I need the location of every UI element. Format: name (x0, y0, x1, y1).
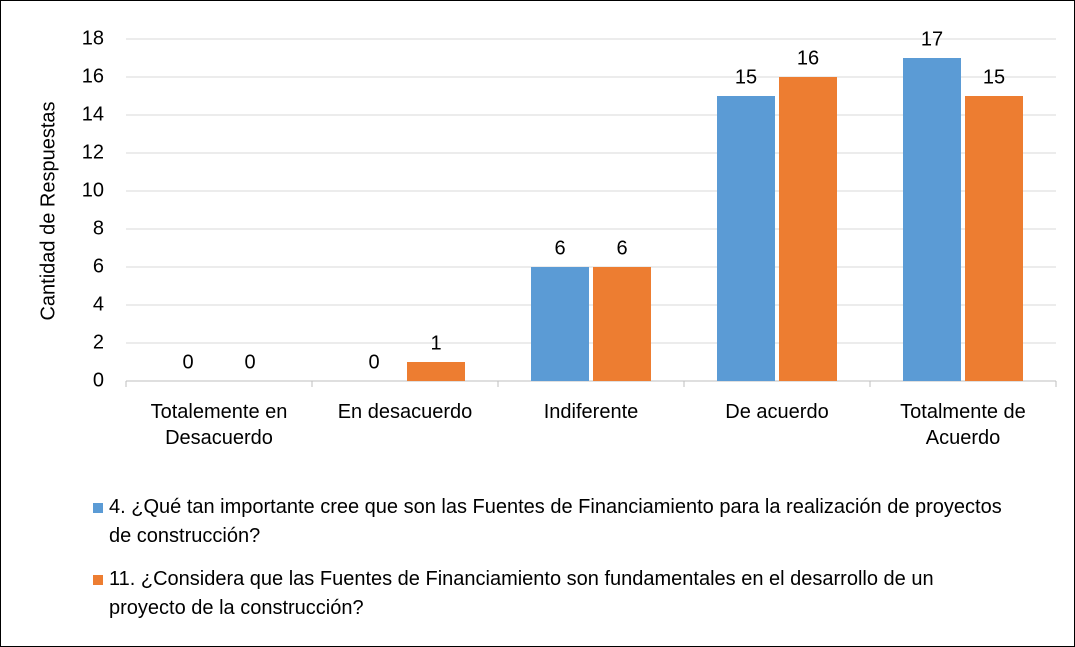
y-tick-label: 8 (93, 217, 104, 239)
x-tick-label: Indiferente (543, 401, 639, 423)
legend: 4. ¿Qué tan importante cree que son las … (89, 493, 1049, 637)
data-label: 17 (921, 28, 943, 50)
y-axis-title: Cantidad de Respuestas (37, 101, 59, 320)
data-label: 6 (554, 237, 565, 259)
bar (593, 267, 651, 381)
bar (407, 362, 465, 381)
bar (779, 77, 837, 381)
x-tick-label: Totalemente en Desacuerdo (150, 401, 288, 449)
bar (965, 96, 1023, 381)
legend-label: 11. ¿Considera que las Fuentes de Financ… (109, 568, 934, 619)
y-tick-label: 10 (82, 179, 104, 201)
data-label: 16 (797, 47, 819, 69)
legend-item: 4. ¿Qué tan importante cree que son las … (89, 493, 1049, 551)
x-tick-label: En desacuerdo (337, 401, 473, 423)
data-label: 6 (616, 237, 627, 259)
x-tick-label: De acuerdo (725, 401, 829, 423)
y-tick-label: 16 (82, 65, 104, 87)
y-tick-label: 14 (82, 103, 104, 125)
data-label: 15 (735, 66, 757, 88)
data-label: 0 (244, 351, 255, 373)
data-label: 0 (368, 351, 379, 373)
y-tick-label: 4 (93, 293, 104, 315)
y-tick-label: 2 (93, 331, 104, 353)
legend-swatch (93, 575, 103, 585)
data-label: 0 (182, 351, 193, 373)
data-label: 1 (430, 332, 441, 354)
legend-swatch (93, 503, 103, 513)
y-tick-label: 18 (82, 27, 104, 49)
x-tick-label: Totalmente de Acuerdo (900, 401, 1026, 449)
legend-label: 4. ¿Qué tan importante cree que son las … (109, 496, 1002, 547)
bar (717, 96, 775, 381)
legend-item: 11. ¿Considera que las Fuentes de Financ… (89, 565, 1049, 623)
y-tick-label: 12 (82, 141, 104, 163)
y-tick-label: 6 (93, 255, 104, 277)
y-tick-label: 0 (93, 369, 104, 391)
data-label: 15 (983, 66, 1005, 88)
bar (903, 58, 961, 381)
bar (531, 267, 589, 381)
